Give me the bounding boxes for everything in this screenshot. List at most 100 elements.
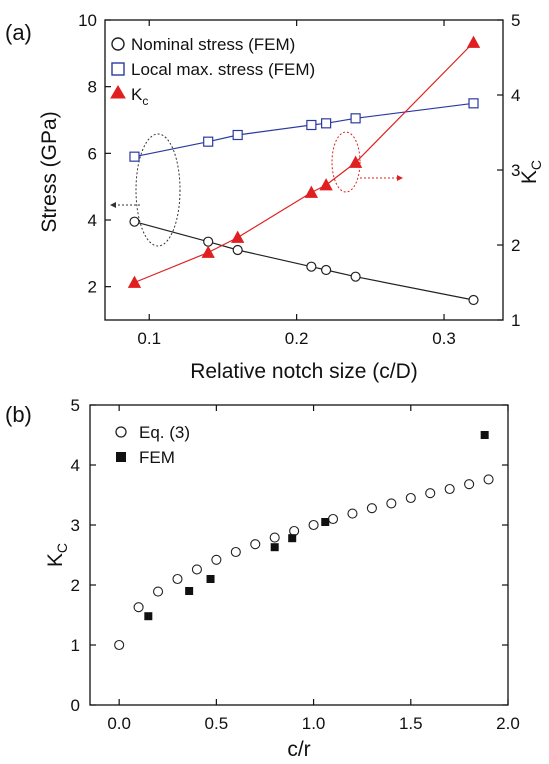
legend-marker-fem [116,452,126,462]
a-point-triangle [201,245,215,258]
a-xtick-label: 0.3 [432,329,456,348]
panel-b-legend: Eq. (3) FEM [115,423,190,467]
legend-label-kc-main: K [131,85,143,104]
b-point-square [480,431,489,439]
panel-a-right-y-axis-title-sub: C [528,160,544,170]
b-point-circle [444,483,455,495]
a-ytick-right-label: 4 [511,86,520,105]
b-ytick-label: 4 [71,456,80,475]
a-series-line-0 [134,221,474,301]
legend-label-nominal: Nominal stress (FEM) [131,35,295,54]
b-point-circle [172,573,183,585]
b-point-square [185,587,194,595]
a-point-square [203,136,214,147]
b-xtick-label: 1.0 [302,714,326,733]
b-ytick-label: 1 [71,636,80,655]
b-xtick-label: 2.0 [496,714,520,733]
b-point-circle [308,519,319,531]
a-xtick-label: 0.2 [285,329,309,348]
b-point-circle [191,564,202,575]
a-series-line-1 [134,102,474,158]
a-point-circle [321,264,332,276]
panel-a-annotations [110,131,403,247]
legend-marker-kc [110,85,126,99]
legend-marker-eq3 [115,426,127,438]
a-ytick-left-label: 2 [88,278,97,297]
a-ytick-left-label: 10 [78,11,97,30]
b-point-circle [464,479,475,490]
a-point-circle [232,244,243,256]
legend-label-eq3: Eq. (3) [139,423,190,442]
right-axis-indicator-arrowhead [397,175,403,181]
b-point-circle [386,498,397,509]
b-point-circle [269,532,280,543]
b-point-circle [289,525,300,537]
b-ytick-label: 3 [71,516,80,535]
b-ytick-label: 5 [71,396,80,415]
a-ytick-right-label: 1 [511,311,520,330]
b-point-square [144,612,153,621]
a-point-triangle [127,275,142,288]
panel-a-label: (a) [5,20,32,45]
panel-a-legend: Nominal stress (FEM) Local max. stress (… [110,35,315,108]
panel-b-grid-ticks: 0.0 0.5 1.0 1.5 2.0 0 1 2 3 4 5 [71,396,520,733]
legend-label-local: Local max. stress (FEM) [131,60,315,79]
b-xtick-label: 0.0 [107,714,131,733]
a-point-square [306,119,317,131]
a-point-circle [350,271,361,282]
a-point-triangle [348,155,363,168]
b-point-square [206,575,215,583]
legend-label-fem: FEM [139,448,175,467]
left-axis-indicator-arrowhead [110,202,116,208]
a-ytick-right-label: 3 [511,161,520,180]
a-ytick-left-label: 4 [88,211,97,230]
a-ytick-right-label: 2 [511,236,520,255]
b-point-circle [405,492,416,504]
legend-marker-local [111,62,125,76]
panel-a-right-y-axis-title-main: K [518,170,541,184]
a-xtick-label: 0.1 [137,329,161,348]
b-ytick-label: 2 [71,576,80,595]
b-point-circle [114,639,125,651]
a-point-square [468,98,479,109]
b-point-circle [425,488,436,499]
b-point-circle [211,554,222,565]
panel-b-label: (b) [5,402,32,427]
a-ytick-left-label: 6 [88,144,97,163]
panel-b-plot-frame [89,404,509,706]
b-point-circle [347,508,358,519]
b-point-circle [230,546,241,558]
b-point-circle [152,586,164,597]
b-point-square [321,518,330,526]
b-point-circle [366,503,377,514]
b-point-circle [483,474,494,485]
legend-marker-nominal [111,37,125,51]
panel-a-right-y-axis-title: KC [518,160,544,184]
right-axis-indicator-ellipse [331,131,361,193]
panel-b-y-axis-title: KC [44,543,70,567]
panel-a-series [127,35,481,306]
a-point-square [321,118,332,129]
a-point-triangle [230,230,245,243]
panel-b-y-axis-title-sub: C [54,543,70,553]
a-ytick-left-label: 8 [88,78,97,97]
a-point-square [232,129,243,141]
a-ytick-right-label: 5 [511,11,520,30]
b-point-square [270,543,279,552]
panel-b-x-axis-title: c/r [287,738,310,761]
panel-b-y-axis-title-main: K [44,553,67,567]
b-xtick-label: 0.5 [205,714,229,733]
a-point-circle [203,236,214,247]
a-point-circle [468,294,479,306]
b-xtick-label: 1.5 [399,714,423,733]
a-point-triangle [319,178,333,191]
a-point-circle [129,216,140,227]
panel-a-left-y-axis-title: Stress (GPa) [38,111,61,232]
b-point-circle [327,513,339,525]
legend-label-kc-sub: c [142,94,148,108]
panel-a-x-axis-title: Relative notch size (c/D) [190,360,418,383]
a-point-triangle [304,185,319,198]
